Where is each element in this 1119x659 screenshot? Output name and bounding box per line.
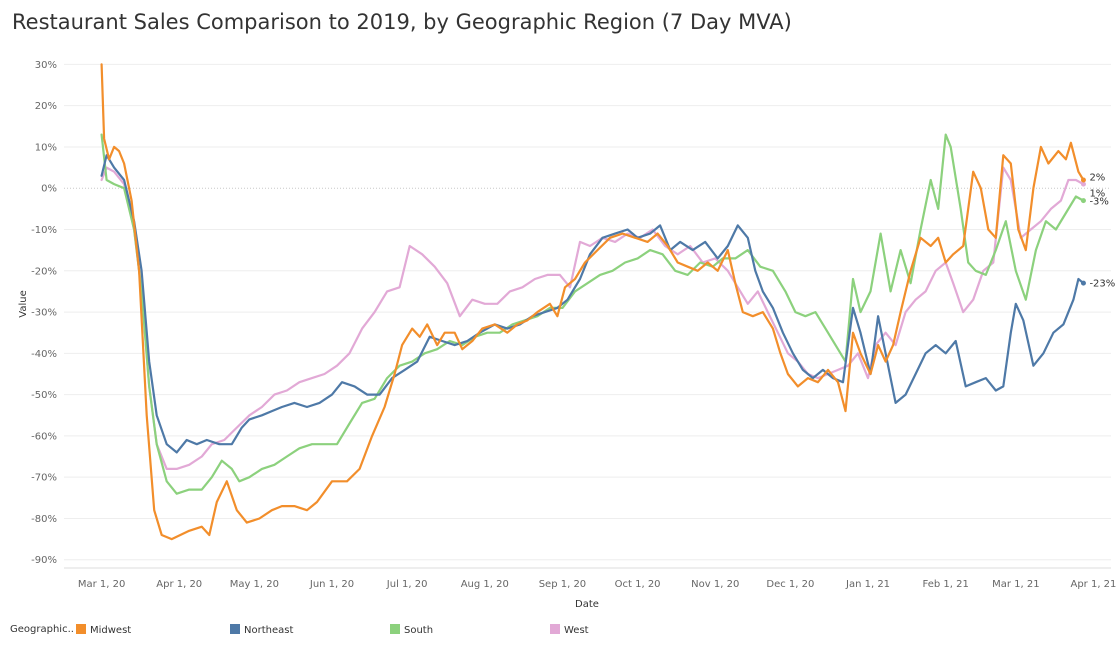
legend-label: West [564, 625, 589, 636]
series-end-labels: 2% -23% -3%1% [1089, 173, 1115, 290]
x-tick-label: Oct 1, 20 [615, 579, 661, 590]
x-tick-label: Apr 1, 20 [156, 579, 202, 590]
y-axis-ticks: 30% 20% 10% 0% -10% -20% -30% -40% -50% -60% -70% -… [31, 60, 57, 566]
series-line-south [100, 133, 1085, 495]
x-tick-label: Feb 1, 21 [923, 579, 969, 590]
x-tick-label: Mar 1, 20 [78, 579, 126, 590]
y-tick-label: -10% [31, 225, 57, 236]
end-label-northeast: -23% [1089, 279, 1115, 290]
series-line-midwest [100, 63, 1085, 541]
series-lines [100, 63, 1086, 541]
y-tick-label: 20% [35, 101, 57, 112]
legend-swatch [230, 624, 240, 634]
x-tick-label: Dec 1, 20 [766, 579, 814, 590]
series-end-point-midwest [1080, 177, 1086, 183]
x-tick-label: Jul 1, 20 [386, 579, 428, 590]
legend-label: Midwest [90, 625, 132, 636]
legend-label: South [404, 625, 434, 636]
line-chart: 30% 20% 10% 0% -10% -20% -30% -40% -50% -60% -70% -… [18, 60, 1116, 610]
x-axis-title: Date [575, 599, 599, 610]
chart-title: Restaurant Sales Comparison to 2019, by … [12, 10, 792, 34]
y-tick-label: -50% [31, 390, 57, 401]
y-tick-label: -30% [31, 308, 57, 319]
series-end-point-northeast [1080, 280, 1086, 286]
end-label-midwest: 2% [1089, 173, 1105, 184]
y-tick-label: -80% [31, 514, 57, 525]
legend-item-midwest[interactable]: Midwest [76, 624, 131, 636]
legend-item-south[interactable]: South [390, 624, 433, 636]
legend: Geographic.. Midwest Northeast South West [10, 624, 1110, 640]
series-end-point-west [1080, 181, 1086, 187]
legend-swatch [76, 624, 86, 634]
y-tick-label: -70% [31, 473, 57, 484]
y-tick-label: 30% [35, 60, 57, 71]
legend-item-northeast[interactable]: Northeast [230, 624, 293, 636]
end-label-west: 1% [1089, 189, 1105, 200]
y-axis-title: Value [18, 290, 29, 317]
series-line-west [100, 166, 1085, 470]
legend-swatch [550, 624, 560, 634]
x-tick-label: Sep 1, 20 [539, 579, 586, 590]
legend-item-west[interactable]: West [550, 624, 589, 636]
end-label-south: -3% [1089, 197, 1108, 208]
y-tick-label: 0% [41, 184, 57, 195]
y-tick-label: 10% [35, 142, 57, 153]
y-tick-label: -20% [31, 266, 57, 277]
series-line-northeast [100, 154, 1085, 454]
x-tick-label: Jan 1, 21 [845, 579, 890, 590]
x-tick-label: Mar 1, 21 [992, 579, 1040, 590]
y-tick-label: -60% [31, 431, 57, 442]
legend-swatch [390, 624, 400, 634]
x-tick-label: Jun 1, 20 [309, 579, 354, 590]
x-axis-ticks: Mar 1, 20 Apr 1, 20 May 1, 20 Jun 1, 20 Jul … [64, 567, 1116, 590]
y-tick-label: -40% [31, 349, 57, 360]
gridlines [64, 63, 1111, 561]
x-tick-label: Apr 1, 21 [1070, 579, 1116, 590]
x-tick-label: Aug 1, 20 [461, 579, 509, 590]
series-end-point-south [1080, 198, 1086, 204]
x-tick-label: Nov 1, 20 [691, 579, 739, 590]
x-tick-label: May 1, 20 [230, 579, 279, 590]
legend-label: Northeast [244, 625, 294, 636]
y-tick-label: -90% [31, 555, 57, 566]
legend-title: Geographic.. [10, 624, 74, 635]
